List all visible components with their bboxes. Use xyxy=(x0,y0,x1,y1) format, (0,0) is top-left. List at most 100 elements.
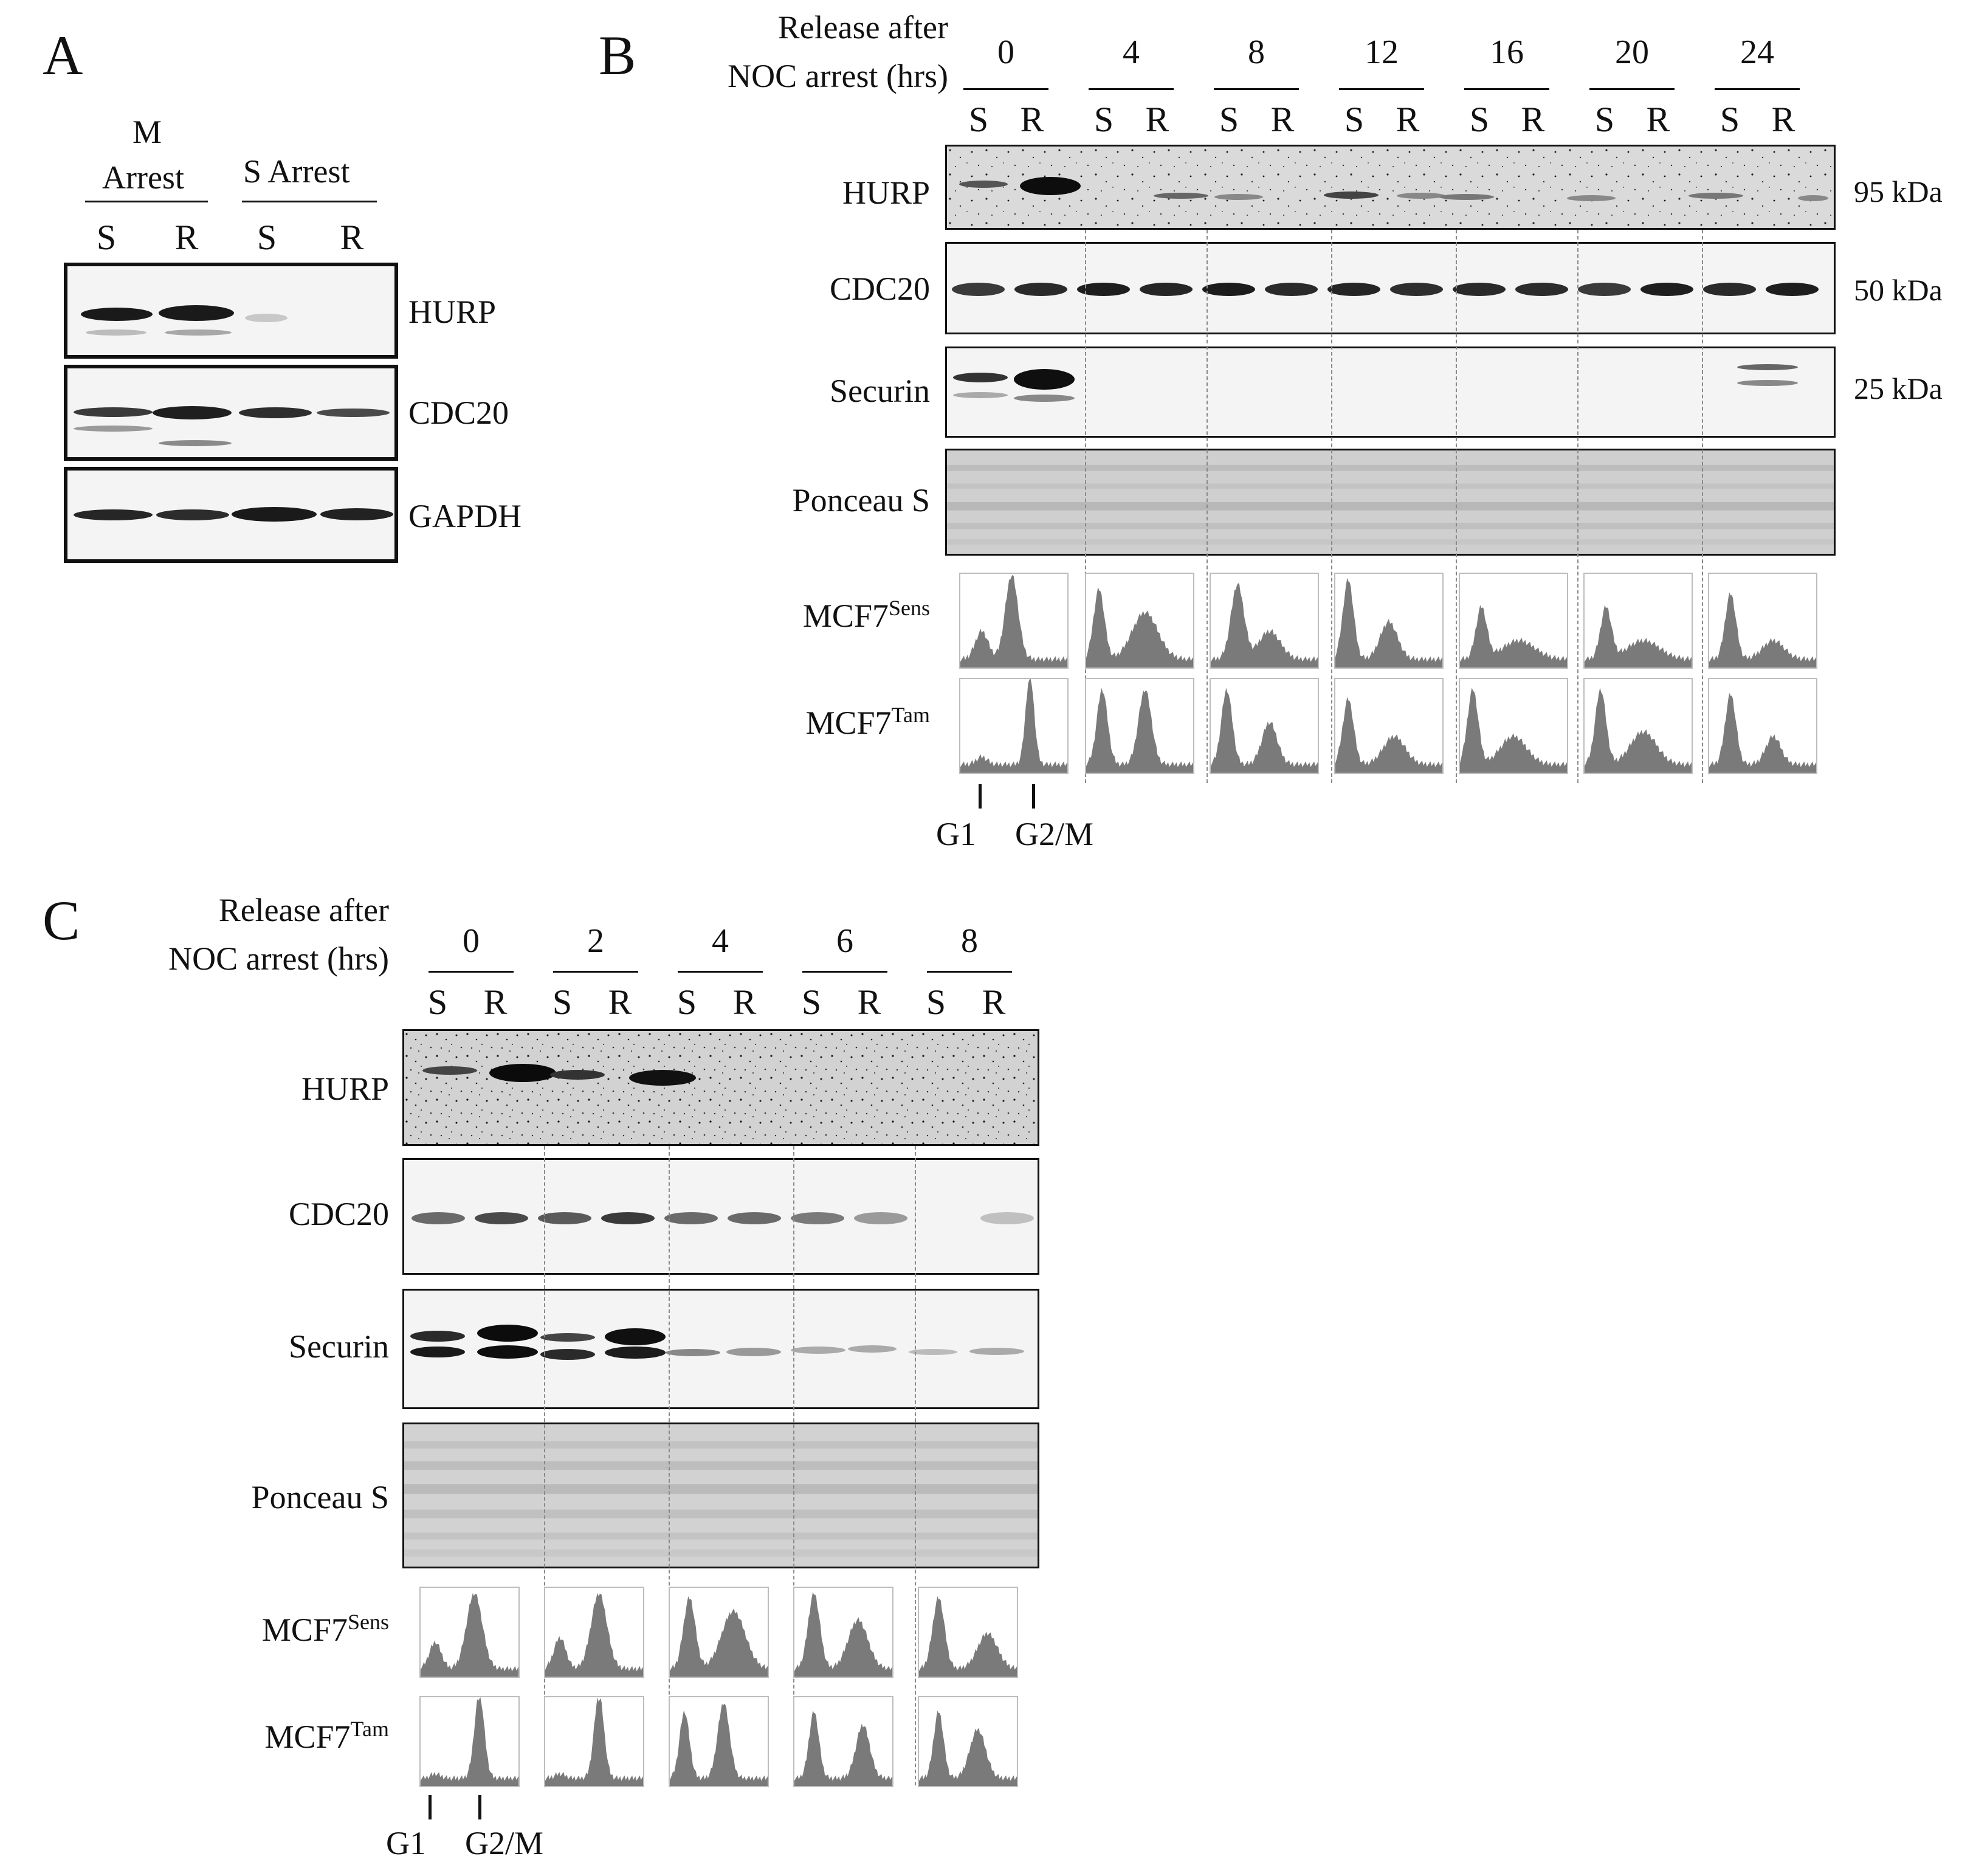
lane-separator xyxy=(793,1146,794,1785)
panel_c-lane-r: R xyxy=(982,982,1006,1022)
panel-c-g1-tick xyxy=(429,1795,432,1819)
blot-band xyxy=(1453,283,1506,296)
flow-histogram xyxy=(1085,678,1194,774)
blot-band xyxy=(1766,283,1819,296)
lane-separator xyxy=(915,1146,916,1785)
panel_b-timepoint-underline xyxy=(1715,88,1800,90)
panel_c-timepoint-underline xyxy=(429,971,514,973)
lane-separator xyxy=(1331,230,1332,783)
panel-c-ponceau-label: Ponceau S xyxy=(251,1479,389,1516)
panel-b-g2m-label: G2/M xyxy=(1015,816,1094,852)
panel-c-securin-label: Securin xyxy=(289,1328,389,1365)
panel_c-lane-r: R xyxy=(857,982,881,1022)
blot-band xyxy=(1265,283,1318,296)
panel-a-hurp-label: HURP xyxy=(408,294,497,330)
panel_b-lane-r: R xyxy=(1145,100,1169,139)
panel-a-group2: S Arrest xyxy=(243,153,350,190)
blot-band xyxy=(664,1212,718,1224)
panel_c-timepoint-3: 6 xyxy=(836,922,853,960)
panel_b-timepoint-4: 16 xyxy=(1490,33,1524,71)
panel-b-flow-tam-label: MCF7Tam xyxy=(805,703,930,741)
panel_b-timepoint-underline xyxy=(1089,88,1174,90)
blot-band xyxy=(952,283,1005,296)
panel-c-cdc20-blot xyxy=(402,1158,1039,1275)
blot-band xyxy=(538,1212,591,1224)
panel-c-flow-sens-label: MCF7Sens xyxy=(261,1610,389,1648)
panel_c-lane-s: S xyxy=(801,982,822,1022)
panel-c-ponceau-blot xyxy=(402,1423,1039,1568)
panel_b-lane-s: S xyxy=(968,100,989,139)
panel-b-letter: B xyxy=(599,24,636,86)
panel-c-hurp-label: HURP xyxy=(301,1071,389,1107)
flow-histogram xyxy=(1210,678,1319,774)
panel-a-lane-2: R xyxy=(174,218,199,257)
panel_c-timepoint-2: 4 xyxy=(712,922,729,960)
panel_b-lane-r: R xyxy=(1396,100,1420,139)
panel_b-lane-s: S xyxy=(1594,100,1615,139)
panel-c-g2m-label: G2/M xyxy=(465,1825,544,1861)
panel-c-g1-label: G1 xyxy=(386,1825,426,1861)
panel-b-hurp-blot xyxy=(945,145,1836,230)
panel_c-lane-s: S xyxy=(427,982,448,1022)
panel-a-group1-line2: Arrest xyxy=(102,159,184,196)
flow-histogram xyxy=(1708,678,1817,774)
panel_b-timepoint-underline xyxy=(1589,88,1675,90)
flow-histogram xyxy=(1334,573,1444,669)
blot-band xyxy=(1515,283,1568,296)
panel_c-timepoint-1: 2 xyxy=(587,922,604,960)
panel_b-timepoint-underline xyxy=(963,88,1048,90)
flow-histogram xyxy=(918,1587,1018,1678)
flow-histogram xyxy=(1334,678,1444,774)
panel-b-header-line1: Release after xyxy=(777,9,948,46)
blot-band xyxy=(1077,283,1130,296)
flow-histogram xyxy=(1459,573,1568,669)
panel-c-hurp-blot xyxy=(402,1029,1039,1146)
blot-band xyxy=(980,1212,1034,1224)
panel_c-lane-r: R xyxy=(608,982,632,1022)
flow-histogram xyxy=(793,1696,893,1787)
panel-c-header-line2: NOC arrest (hrs) xyxy=(168,940,389,977)
panel_b-timepoint-underline xyxy=(1464,88,1549,90)
panel_b-timepoint-underline xyxy=(1339,88,1424,90)
flow-histogram xyxy=(1085,573,1194,669)
flow-histogram xyxy=(419,1587,520,1678)
lane-separator xyxy=(544,1146,545,1785)
panel-a-cdc20-label: CDC20 xyxy=(408,395,509,431)
flow-histogram xyxy=(959,573,1069,669)
panel_c-timepoint-underline xyxy=(802,971,887,973)
blot-band xyxy=(1202,283,1255,296)
panel-a-gapdh-label: GAPDH xyxy=(408,498,522,534)
panel-b-cdc20-label: CDC20 xyxy=(829,271,930,307)
flow-histogram xyxy=(544,1696,644,1787)
lane-separator xyxy=(669,1146,670,1785)
panel_b-lane-r: R xyxy=(1020,100,1044,139)
panel_b-lane-s: S xyxy=(1469,100,1490,139)
panel-c-letter: C xyxy=(43,889,80,951)
flow-histogram xyxy=(419,1696,520,1787)
panel_c-timepoint-underline xyxy=(678,971,763,973)
panel-b-cdc20-blot xyxy=(945,242,1836,334)
lane-separator xyxy=(1456,230,1457,783)
blot-band xyxy=(475,1212,528,1224)
flow-histogram xyxy=(793,1587,893,1678)
panel_b-timepoint-5: 20 xyxy=(1615,33,1649,71)
flow-histogram xyxy=(669,1696,769,1787)
panel_b-lane-r: R xyxy=(1771,100,1795,139)
panel_b-lane-s: S xyxy=(1720,100,1740,139)
panel_b-timepoint-0: 0 xyxy=(997,33,1014,71)
flow-histogram xyxy=(1708,573,1817,669)
panel_b-timepoint-6: 24 xyxy=(1740,33,1774,71)
blot-band xyxy=(791,1212,844,1224)
flow-histogram xyxy=(1459,678,1568,774)
flow-histogram xyxy=(1210,573,1319,669)
panel_c-lane-r: R xyxy=(483,982,508,1022)
panel_c-lane-s: S xyxy=(552,982,573,1022)
panel-b-size-95: 95 kDa xyxy=(1854,174,1943,209)
panel_b-lane-s: S xyxy=(1093,100,1114,139)
panel-b-flow-sens-label: MCF7Sens xyxy=(802,596,930,634)
panel-b-size-50: 50 kDa xyxy=(1854,273,1943,307)
flow-histogram xyxy=(544,1587,644,1678)
panel-b-ponceau-blot xyxy=(945,449,1836,556)
panel-b-size-25: 25 kDa xyxy=(1854,371,1943,405)
panel_b-lane-r: R xyxy=(1646,100,1670,139)
